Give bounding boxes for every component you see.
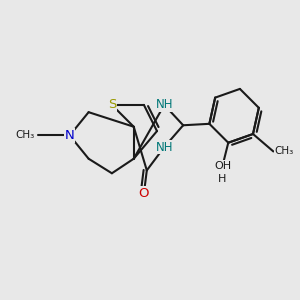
Text: NH: NH — [155, 98, 173, 111]
Text: OH: OH — [214, 161, 231, 171]
Text: H: H — [218, 174, 226, 184]
Text: CH₃: CH₃ — [275, 146, 294, 157]
Text: N: N — [65, 129, 75, 142]
Text: O: O — [139, 187, 149, 200]
Text: CH₃: CH₃ — [16, 130, 35, 140]
Text: NH: NH — [155, 141, 173, 154]
Text: S: S — [108, 98, 116, 111]
